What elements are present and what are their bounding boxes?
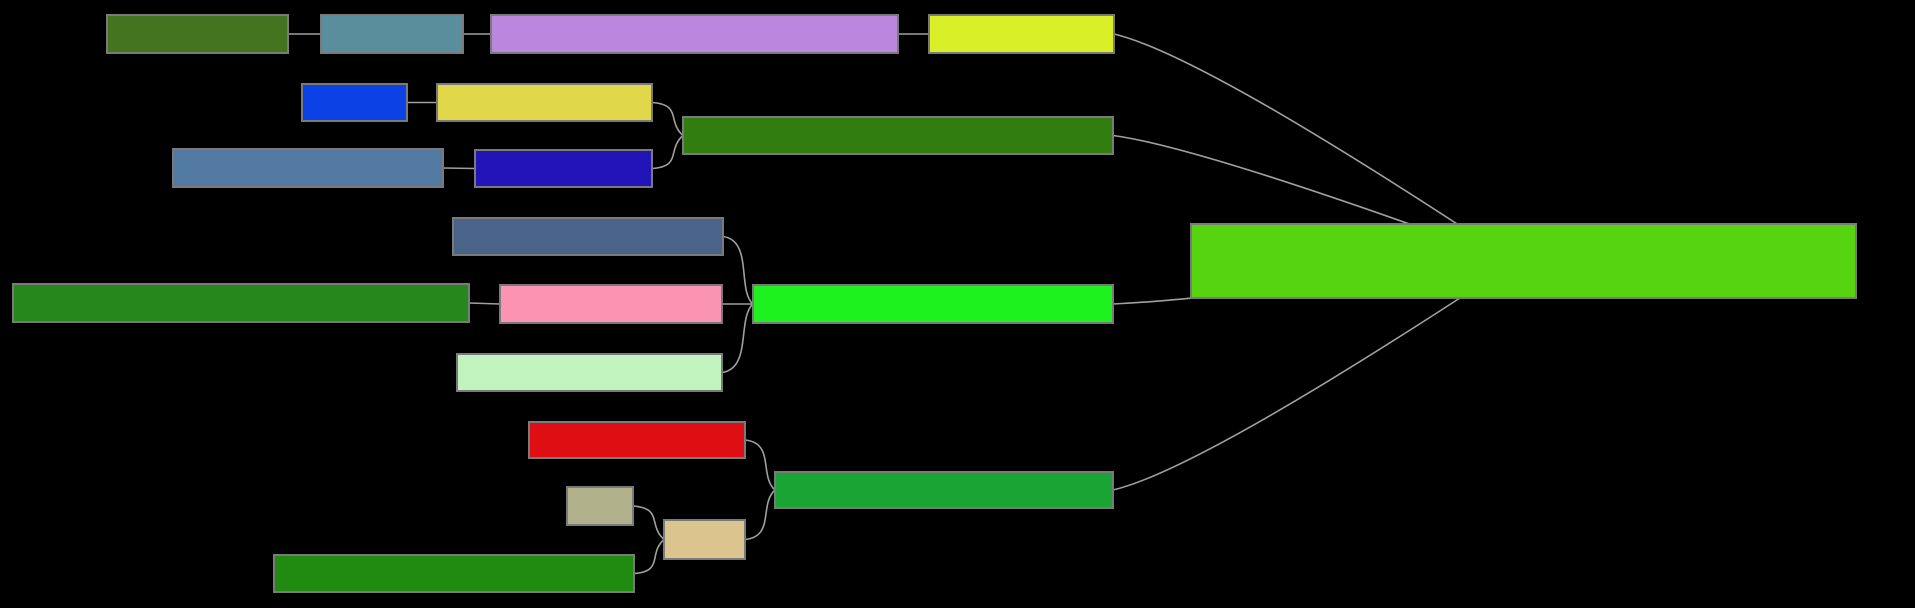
edge-o-s (744, 439, 776, 491)
nodes-layer (12, 14, 1857, 593)
edge-r-q (633, 538, 665, 575)
node-dark-slate-blue-bar (452, 217, 724, 256)
edge-h-i (442, 167, 476, 170)
node-pink-bar (499, 284, 723, 324)
edge-k-l (468, 302, 501, 305)
node-large-green-final-bar (1190, 223, 1857, 299)
edge-i-g (651, 134, 684, 170)
node-steel-blue-bar (172, 148, 444, 188)
edge-p-q (632, 505, 665, 541)
edges-layer (288, 33, 1516, 575)
edge-d-t (1113, 33, 1516, 263)
edge-n-m (721, 303, 754, 374)
node-forest-green-long-bar (12, 283, 470, 323)
node-dark-yellow-bar (436, 83, 653, 122)
node-neon-green-merge-bar (752, 284, 1114, 324)
edge-j-m (722, 235, 754, 305)
node-dark-green-merge-bar (682, 116, 1114, 155)
node-dark-blue-bar (474, 149, 653, 188)
node-sea-green-merge-bar (774, 471, 1114, 509)
node-tan-small-bar (663, 519, 746, 560)
edge-f-g (651, 101, 684, 137)
node-dark-khaki-small-bar (566, 486, 634, 526)
node-cadet-blue-bar (320, 14, 464, 54)
node-blue-bar (301, 83, 408, 122)
node-dark-olive-green-bar (106, 14, 289, 54)
node-red-bar (528, 421, 746, 459)
node-light-purple-bar (490, 14, 899, 54)
edge-s-t (1112, 261, 1516, 491)
node-green-bottom-bar (273, 554, 635, 593)
node-pale-green-bar (456, 353, 723, 392)
node-yellow-green-bar (928, 14, 1115, 54)
edge-q-s (744, 489, 776, 541)
